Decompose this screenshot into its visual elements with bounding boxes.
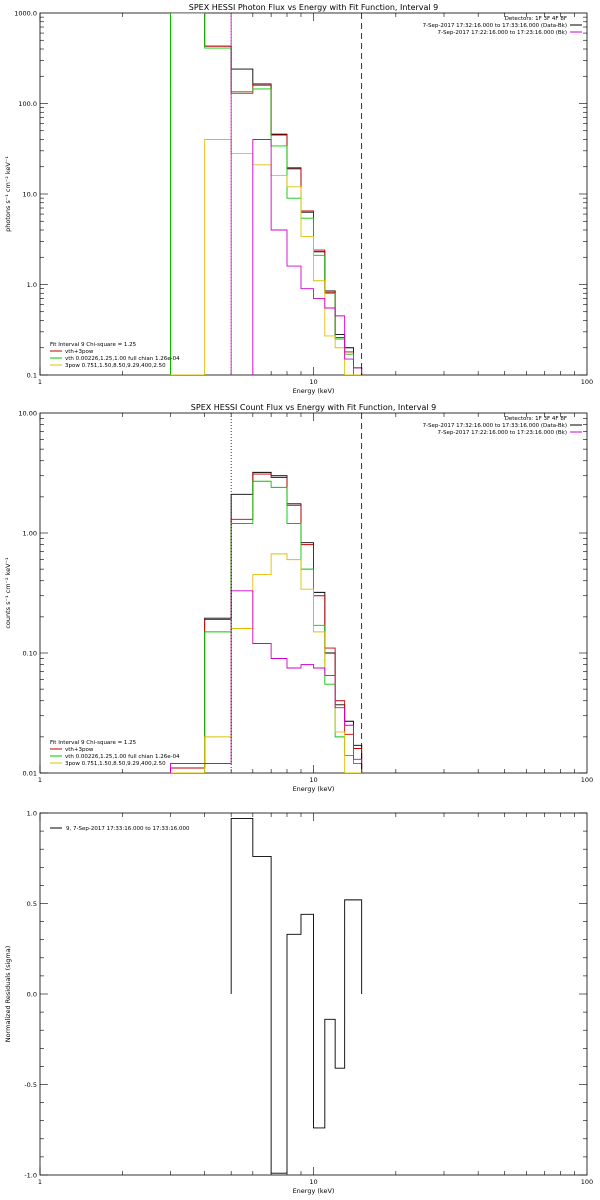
chart-title: SPEX HESSI Photon Flux vs Energy with Fi… <box>189 3 439 12</box>
chart-panel-1: SPEX HESSI Photon Flux vs Energy with Fi… <box>4 3 593 395</box>
x-tick-label: 1 <box>38 776 42 784</box>
x-tick-label: 1 <box>38 378 42 386</box>
series-line <box>252 139 363 375</box>
legend-top-right: Detectors: 1F 3F 4F 8F7-Sep-2017 17:32:1… <box>423 16 582 36</box>
x-tick-label: 100 <box>581 378 593 386</box>
series-group <box>170 13 363 375</box>
legend-item-label: 7-Sep-2017 17:32:16.000 to 17:33:16.000 … <box>423 423 567 429</box>
y-tick-label: 0.5 <box>27 900 37 908</box>
series-group <box>230 817 363 1174</box>
x-tick-label: 100 <box>581 776 593 784</box>
chart-panel-2: SPEX HESSI Count Flux vs Energy with Fit… <box>4 403 593 793</box>
series-line <box>170 13 362 375</box>
x-axis-ticks <box>39 813 575 1175</box>
y-axis-label: photons s⁻¹ cm⁻² keV⁻¹ <box>4 156 12 232</box>
series-line <box>170 553 362 773</box>
y-tick-label: 10.0 <box>23 191 37 199</box>
legend-title: Detectors: 1F 3F 4F 8F <box>505 416 567 422</box>
x-tick-label: 10 <box>309 776 317 784</box>
y-axis-label: Normalized Residuals (sigma) <box>4 946 12 1043</box>
legend-item-label: 3pow 0.751,1.50,8.50,9.29,400,2.50 <box>65 363 166 369</box>
series-line <box>170 13 362 375</box>
y-tick-label: -1.0 <box>24 1172 37 1180</box>
plot-frame <box>39 12 588 376</box>
y-tick-label: 0.0 <box>27 991 37 999</box>
x-tick-label: 10 <box>309 1178 317 1186</box>
series-line <box>170 480 363 773</box>
legend-top-left: 9, 7-Sep-2017 17:33:16.000 to 17:33:16.0… <box>50 826 190 832</box>
legend-item-label: vth 0.00226,1.25,1.00 full chian 1.26e-0… <box>65 356 180 362</box>
legend-top-right: Detectors: 1F 3F 4F 8F7-Sep-2017 17:32:1… <box>423 416 582 436</box>
x-axis-ticks <box>39 13 575 375</box>
legend-item-label: 7-Sep-2017 17:22:16.000 to 17:23:16.000 … <box>438 430 568 436</box>
legend-item-label: vth 0.00226,1.25,1.00 full chian 1.26e-0… <box>65 754 180 760</box>
series-line <box>170 139 362 375</box>
y-tick-label: 0.10 <box>23 650 37 658</box>
y-tick-label: 1.0 <box>27 810 37 818</box>
y-tick-label: 0.1 <box>27 372 37 380</box>
y-tick-label: -0.5 <box>24 1081 37 1089</box>
y-tick-label: 100.0 <box>18 100 37 108</box>
series-line <box>170 590 363 773</box>
legend-item-label: 3pow 0.751,1.50,8.50,9.29,400,2.50 <box>65 761 166 767</box>
legend-item-label: vth+3pow <box>65 349 94 355</box>
chart-panel-3: Energy (keV) Normalized Residuals (sigma)… <box>4 810 593 1196</box>
legend-title: Fit Interval 9 Chi-square = 1.25 <box>50 342 137 348</box>
legend-item-label: vth+3pow <box>65 747 94 753</box>
y-tick-label: 1000.0 <box>14 10 37 18</box>
y-axis-ticks <box>40 16 587 376</box>
series-line <box>230 817 363 1174</box>
y-tick-label: 0.01 <box>23 770 37 778</box>
x-axis-ticks <box>39 413 575 773</box>
x-tick-label: 1 <box>38 1178 42 1186</box>
legend-bottom-left: Fit Interval 9 Chi-square = 1.25vth+3pow… <box>50 740 180 767</box>
chart-title: SPEX HESSI Count Flux vs Energy with Fit… <box>191 403 436 412</box>
legend-item-label: 7-Sep-2017 17:32:16.000 to 17:33:16.000 … <box>423 23 567 29</box>
y-axis-ticks <box>40 418 587 774</box>
y-tick-label: 1.00 <box>23 530 37 538</box>
y-axis-ticks <box>40 812 587 1176</box>
legend-bottom-left: Fit Interval 9 Chi-square = 1.25vth+3pow… <box>50 342 180 369</box>
y-axis-label: counts s⁻¹ cm⁻² keV⁻¹ <box>4 557 12 629</box>
x-tick-label: 10 <box>309 378 317 386</box>
y-tick-label: 10.00 <box>18 410 37 418</box>
series-line <box>170 471 363 773</box>
legend-item-label: 7-Sep-2017 17:22:16.000 to 17:23:16.000 … <box>438 30 568 36</box>
series-line <box>170 13 363 375</box>
series-line <box>170 473 363 773</box>
x-axis-label: Energy (keV) <box>293 785 335 793</box>
x-axis-label: Energy (keV) <box>293 387 335 395</box>
x-axis-label: Energy (keV) <box>293 1187 335 1195</box>
x-tick-label: 100 <box>581 1178 593 1186</box>
series-group <box>170 471 363 773</box>
legend-title: Fit Interval 9 Chi-square = 1.25 <box>50 740 137 746</box>
legend-item-label: 9, 7-Sep-2017 17:33:16.000 to 17:33:16.0… <box>66 826 190 832</box>
y-tick-label: 1.0 <box>27 281 37 289</box>
legend-title: Detectors: 1F 3F 4F 8F <box>505 16 567 22</box>
